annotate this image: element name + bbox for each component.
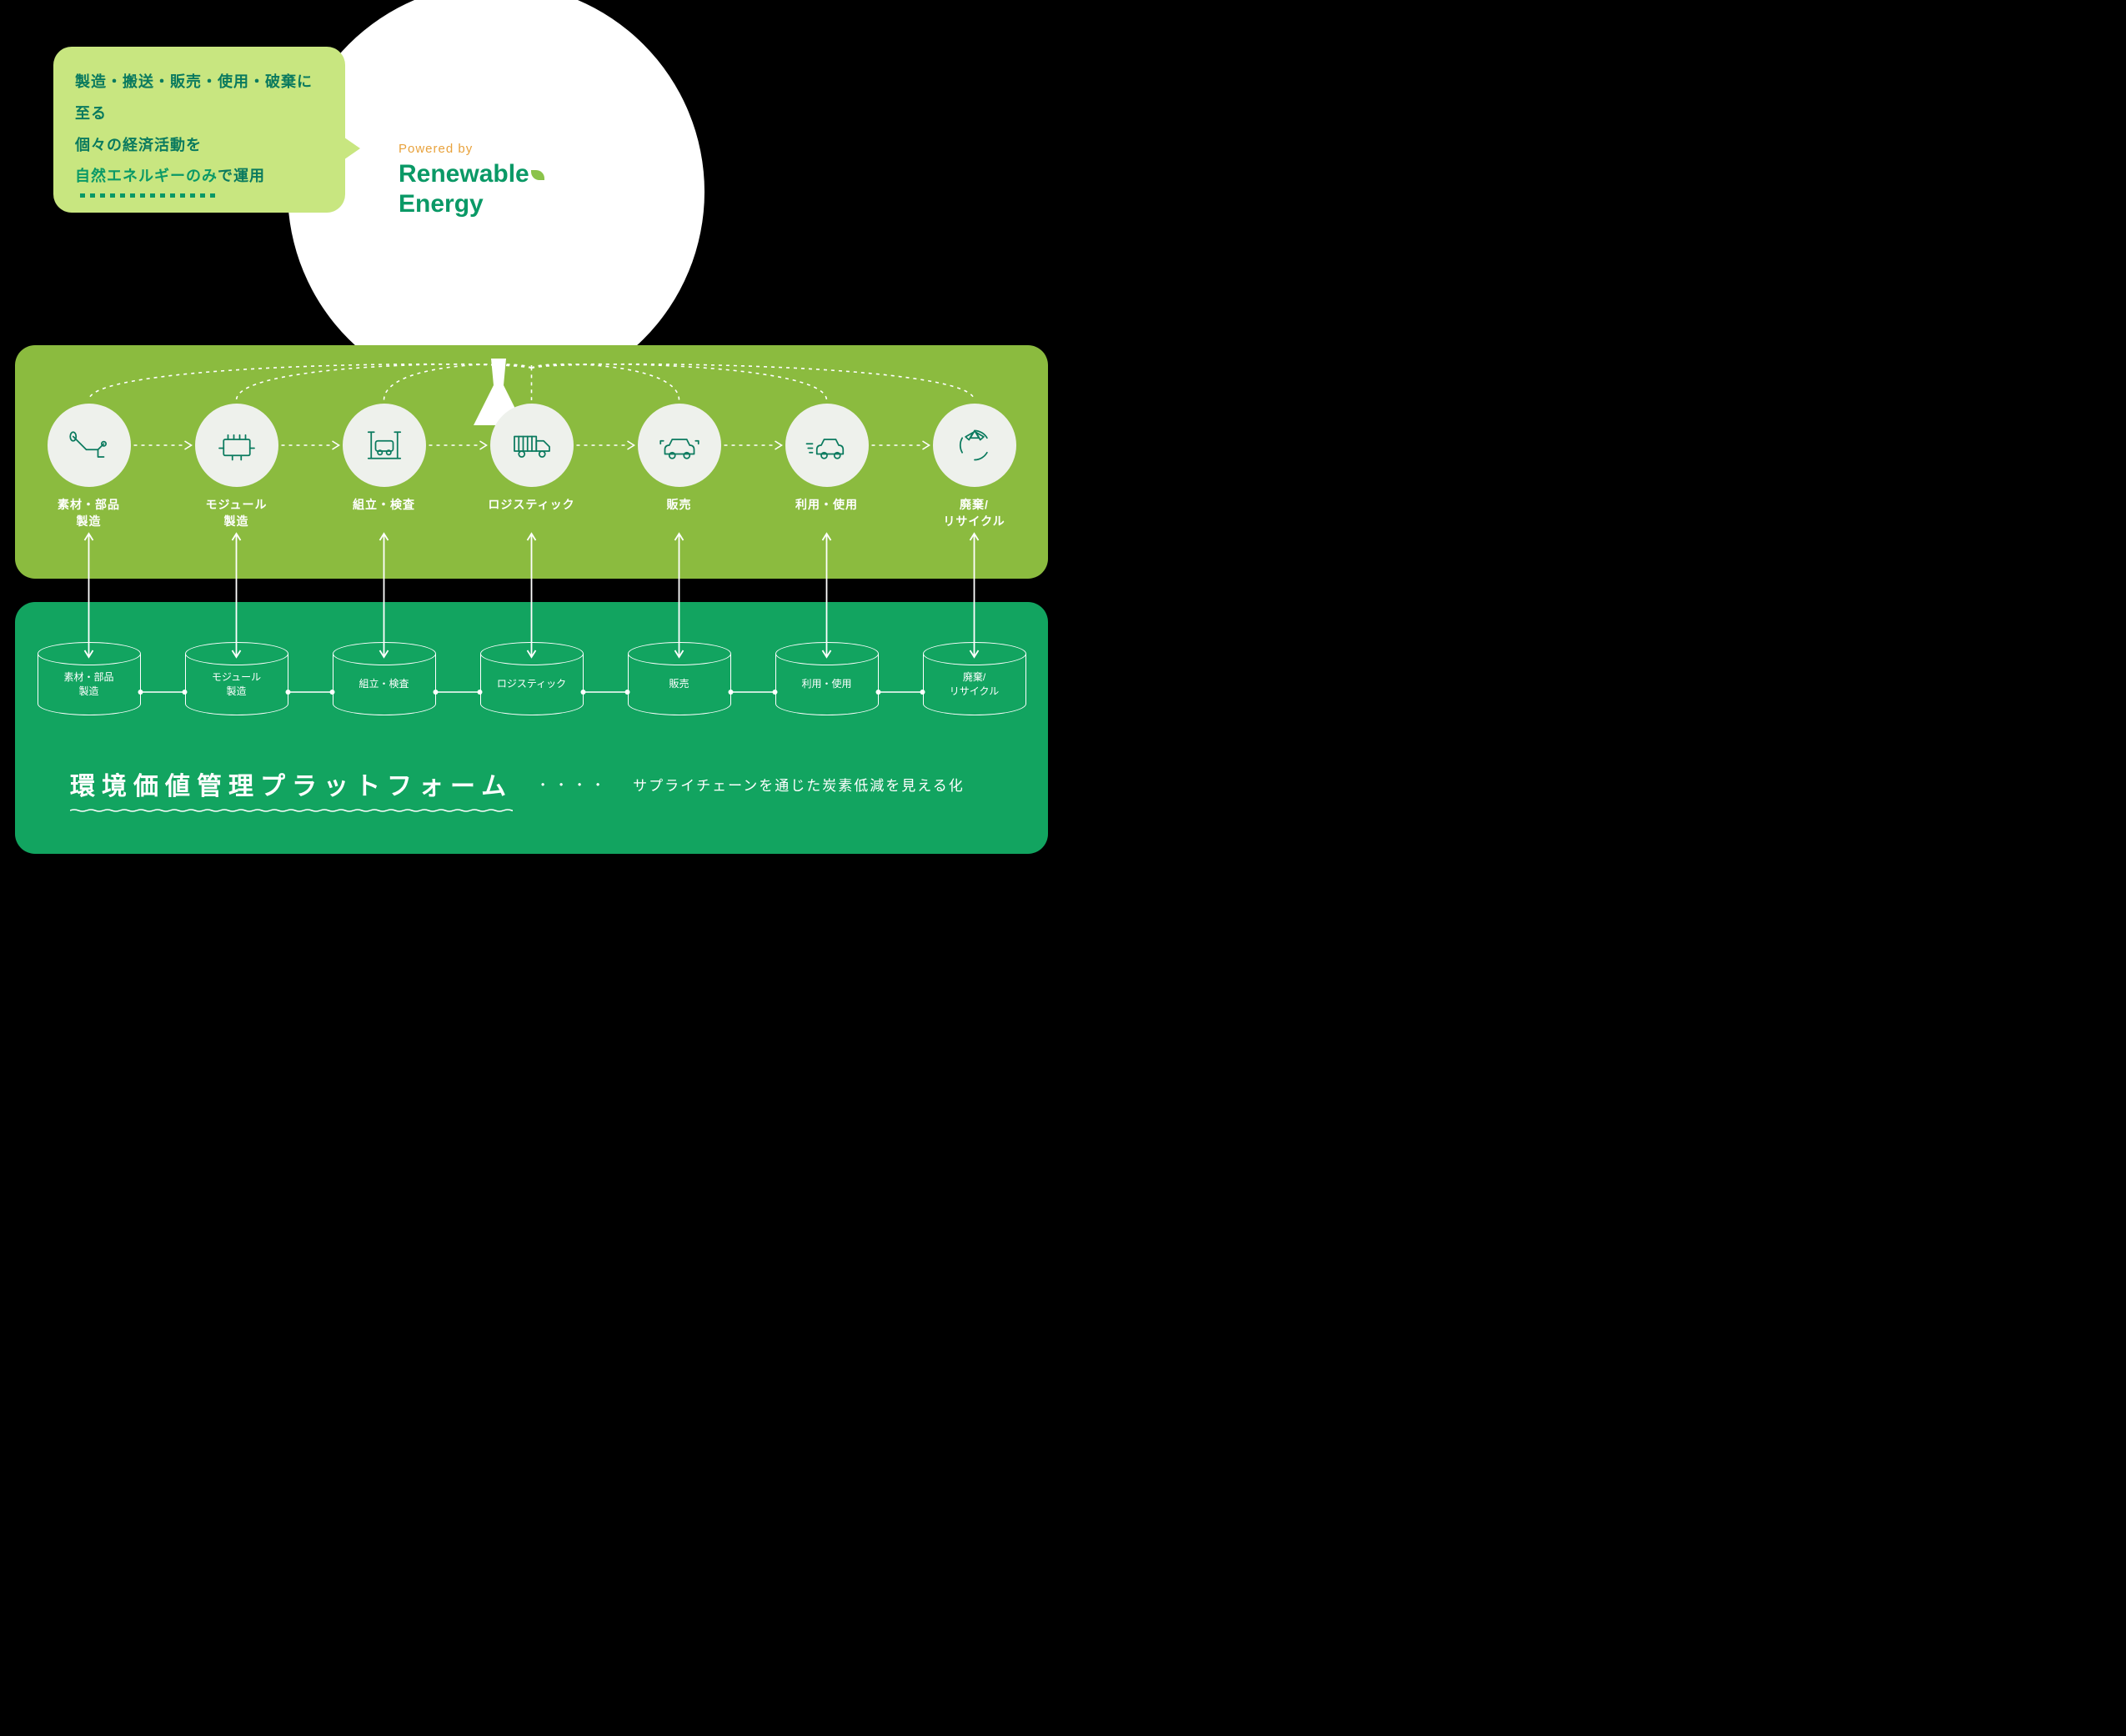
chain-node-3: ロジスティック bbox=[469, 404, 594, 529]
chain-node-1: モジュール 製造 bbox=[174, 404, 299, 529]
bubble-emphasis: 自然エネルギーのみ bbox=[75, 161, 218, 193]
chain-node-5: 利用・使用 bbox=[765, 404, 890, 529]
node-circle bbox=[48, 404, 131, 487]
node-circle bbox=[343, 404, 426, 487]
chain-node-4: 販売 bbox=[617, 404, 742, 529]
cylinder-2: 組立・検査 bbox=[322, 642, 447, 715]
platform-main-title: 環境価値管理プラットフォーム bbox=[70, 765, 513, 802]
node-label: ロジスティック bbox=[488, 497, 574, 514]
node-label: 素材・部品 製造 bbox=[58, 497, 120, 529]
renewable-line2: Energy bbox=[399, 190, 484, 218]
supply-chain-row: 素材・部品 製造 モジュール 製造 組立・検査 ロジスティック 販売 利用・使用 廃棄/ リ… bbox=[15, 404, 1048, 529]
node-label: 利用・使用 bbox=[795, 497, 858, 514]
node-label: 販売 bbox=[667, 497, 692, 514]
node-circle bbox=[638, 404, 721, 487]
node-label: モジュール 製造 bbox=[205, 497, 267, 529]
powered-by-block: Powered by Renewable Energy bbox=[399, 142, 544, 219]
platform-band bbox=[15, 602, 1048, 854]
renewable-line1: Renewable bbox=[399, 160, 529, 188]
cylinder-3: ロジスティック bbox=[469, 642, 594, 715]
node-circle bbox=[195, 404, 278, 487]
platform-subtitle: サプライチェーンを通じた炭素低減を見える化 bbox=[633, 774, 965, 795]
bubble-line1: 製造・搬送・販売・使用・破棄に至る bbox=[75, 73, 313, 122]
cylinder-6: 廃棄/ リサイクル bbox=[912, 642, 1037, 715]
node-label: 廃棄/ リサイクル bbox=[943, 497, 1005, 529]
node-circle bbox=[490, 404, 574, 487]
bubble-tail bbox=[338, 133, 360, 163]
chain-node-2: 組立・検査 bbox=[322, 404, 447, 529]
platform-title-block: 環境価値管理プラットフォーム ・・・・ サプライチェーンを通じた炭素低減を見える… bbox=[70, 765, 965, 802]
node-circle bbox=[933, 404, 1016, 487]
powered-by-label: Powered by bbox=[399, 142, 544, 156]
speech-bubble: 製造・搬送・販売・使用・破棄に至る 個々の経済活動を 自然エネルギーのみで運用 bbox=[53, 47, 345, 213]
cylinder-4: 販売 bbox=[617, 642, 742, 715]
cylinder-row: 素材・部品 製造モジュール 製造組立・検査ロジスティック販売利用・使用廃棄/ リ… bbox=[15, 642, 1048, 715]
cylinder-0: 素材・部品 製造 bbox=[27, 642, 152, 715]
title-dots: ・・・・ bbox=[536, 774, 609, 794]
node-label: 組立・検査 bbox=[353, 497, 415, 514]
node-circle bbox=[785, 404, 869, 487]
cylinder-1: モジュール 製造 bbox=[174, 642, 299, 715]
bubble-line2: 個々の経済活動を bbox=[75, 137, 202, 153]
leaf-icon bbox=[531, 170, 544, 180]
cylinder-5: 利用・使用 bbox=[765, 642, 890, 715]
bubble-line3-rest: で運用 bbox=[218, 168, 265, 184]
chain-node-0: 素材・部品 製造 bbox=[27, 404, 152, 529]
chain-node-6: 廃棄/ リサイクル bbox=[912, 404, 1037, 529]
